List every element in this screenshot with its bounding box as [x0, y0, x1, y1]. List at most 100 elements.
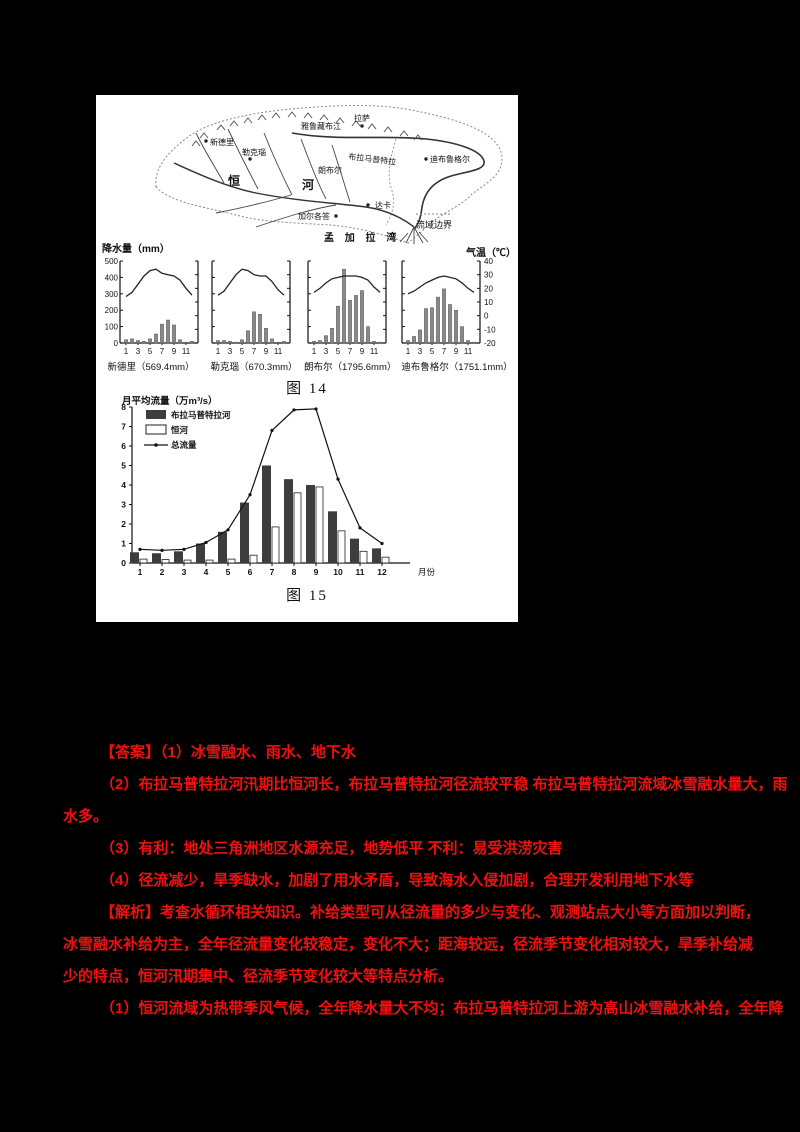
basin-boundary-line — [155, 105, 503, 244]
svg-text:5: 5 — [148, 347, 153, 356]
map-label-yarlung-river: 雅鲁藏布江 — [301, 121, 341, 131]
map-label-basin-boundary: 流域边界 — [416, 219, 452, 230]
svg-text:0: 0 — [484, 312, 489, 321]
svg-text:5: 5 — [430, 347, 435, 356]
svg-text:11: 11 — [356, 567, 365, 577]
city-dot-dibrugarh — [424, 157, 428, 161]
svg-text:7: 7 — [121, 422, 126, 432]
svg-text:6: 6 — [121, 441, 126, 451]
svg-text:-20: -20 — [484, 339, 496, 348]
mountain-range-symbols — [191, 111, 423, 147]
river-lines — [173, 132, 485, 230]
svg-text:300: 300 — [105, 290, 119, 299]
city-dot-dhaka — [366, 203, 370, 207]
svg-text:11: 11 — [274, 347, 283, 356]
answer-text-block: 【答案】（1）冰雪融水、雨水、地下水 （2）布拉马普特拉河汛期比恒河长，布拉马普… — [63, 737, 793, 1025]
svg-text:4: 4 — [204, 567, 209, 577]
svg-text:11: 11 — [370, 347, 379, 356]
svg-text:400: 400 — [105, 273, 119, 282]
svg-text:3: 3 — [121, 500, 126, 510]
basin-map: 拉萨 雅鲁藏布江 新德里 勒克瑙 布拉马普特拉 迪布鲁格尔 朗布尔 恒 河 达卡… — [155, 105, 503, 244]
svg-text:3: 3 — [182, 567, 187, 577]
svg-text:1: 1 — [216, 347, 221, 356]
svg-text:7: 7 — [442, 347, 447, 356]
svg-text:月份: 月份 — [418, 567, 436, 577]
svg-text:3: 3 — [136, 347, 141, 356]
map-label-brahmaputra: 布拉马普特拉 — [348, 151, 397, 167]
svg-text:3: 3 — [418, 347, 423, 356]
svg-text:6: 6 — [248, 567, 253, 577]
svg-text:2: 2 — [121, 519, 126, 529]
svg-text:1: 1 — [312, 347, 317, 356]
svg-text:5: 5 — [240, 347, 245, 356]
city-dot-new-delhi — [204, 139, 208, 143]
svg-text:布拉马普特拉河: 布拉马普特拉河 — [170, 410, 231, 420]
svg-text:-10: -10 — [484, 325, 496, 334]
svg-text:0: 0 — [114, 339, 119, 348]
map-label-lhasa: 拉萨 — [354, 113, 370, 123]
svg-text:恒河: 恒河 — [171, 425, 189, 435]
svg-text:11: 11 — [182, 347, 191, 356]
station-caption: 朗布尔（1795.6mm） — [304, 362, 397, 373]
temperature-axis-label: 气温（℃） — [466, 248, 516, 259]
map-label-ganges-2: 河 — [301, 177, 314, 192]
answer-line: 【答案】（1）冰雪融水、雨水、地下水 — [100, 744, 356, 761]
answer-line: （2）布拉马普特拉河汛期比恒河长，布拉马普特拉河径流较平稳 布拉马普特拉河流域冰… — [100, 776, 788, 793]
svg-text:20: 20 — [484, 284, 493, 293]
svg-text:7: 7 — [348, 347, 353, 356]
svg-text:1: 1 — [124, 347, 129, 356]
city-dot-kolkata — [334, 214, 338, 218]
svg-text:0: 0 — [121, 558, 126, 568]
svg-text:9: 9 — [314, 567, 319, 577]
svg-text:3: 3 — [324, 347, 329, 356]
answer-line: 【解析】考查水循环相关知识。补给类型可从径流量的多少与变化、观测站点大小等方面加… — [100, 904, 761, 921]
answer-line: （4）径流减少，旱季缺水，加剧了用水矛盾，导致海水入侵加剧，合理开发利用地下水等 — [100, 872, 694, 889]
answer-line: （3）有利：地处三角洲地区水源充足，地势低平 不利：易受洪涝灾害 — [100, 840, 563, 857]
map-label-bay-of-bengal: 孟 加 拉 湾 — [324, 231, 400, 244]
map-label-kolkata: 加尔各答 — [298, 211, 330, 221]
svg-text:8: 8 — [121, 402, 126, 412]
map-label-ganges-1: 恒 — [228, 173, 240, 188]
svg-text:5: 5 — [121, 461, 126, 471]
map-label-dibrugarh: 迪布鲁格尔 — [430, 154, 470, 164]
answer-line: 冰雪融水补给为主，全年径流量变化较稳定，变化不大；距海较远，径流季节变化相对较大… — [63, 936, 754, 953]
city-dots — [204, 124, 428, 218]
svg-text:5: 5 — [336, 347, 341, 356]
svg-text:500: 500 — [105, 257, 119, 266]
svg-text:9: 9 — [454, 347, 459, 356]
station-caption: 新德里（569.4mm） — [107, 362, 195, 373]
svg-text:月平均流量（万m³/s）: 月平均流量（万m³/s） — [121, 395, 218, 407]
svg-text:5: 5 — [226, 567, 231, 577]
svg-text:4: 4 — [121, 480, 126, 490]
answer-line: （1）恒河流域为热带季风气候，全年降水量大不均；布拉马普特拉河上游为高山冰雪融水… — [100, 1000, 784, 1017]
tributary-lines — [195, 128, 429, 244]
svg-text:3: 3 — [228, 347, 233, 356]
map-label-dhaka: 达卡 — [375, 200, 391, 210]
station-caption: 勒克瑙（670.3mm） — [210, 362, 298, 373]
map-label-lucknow: 勒克瑙 — [242, 147, 266, 157]
svg-text:40: 40 — [484, 257, 493, 266]
svg-text:9: 9 — [172, 347, 177, 356]
answer-line: 少的特点，恒河汛期集中、径流季节变化较大等特点分析。 — [63, 968, 454, 985]
city-dot-lhasa — [360, 124, 364, 128]
svg-text:12: 12 — [377, 567, 387, 577]
svg-text:7: 7 — [270, 567, 275, 577]
svg-text:11: 11 — [464, 347, 473, 356]
map-label-new-delhi: 新德里 — [210, 137, 234, 147]
svg-text:7: 7 — [252, 347, 257, 356]
station-caption: 迪布鲁格尔（1751.1mm） — [401, 362, 513, 373]
svg-text:7: 7 — [160, 347, 165, 356]
svg-text:1: 1 — [138, 567, 143, 577]
svg-text:200: 200 — [105, 306, 119, 315]
sub-basin-boundary-line — [385, 138, 397, 226]
figure-panel: 拉萨 雅鲁藏布江 新德里 勒克瑙 布拉马普特拉 迪布鲁格尔 朗布尔 恒 河 达卡… — [96, 95, 518, 622]
city-dot-lucknow — [248, 157, 252, 161]
svg-text:10: 10 — [333, 567, 343, 577]
svg-text:1: 1 — [121, 539, 126, 549]
map-label-rangpur: 朗布尔 — [318, 165, 342, 175]
svg-text:30: 30 — [484, 271, 493, 280]
svg-text:2: 2 — [160, 567, 165, 577]
figure-15-caption: 图 15 — [286, 588, 328, 604]
